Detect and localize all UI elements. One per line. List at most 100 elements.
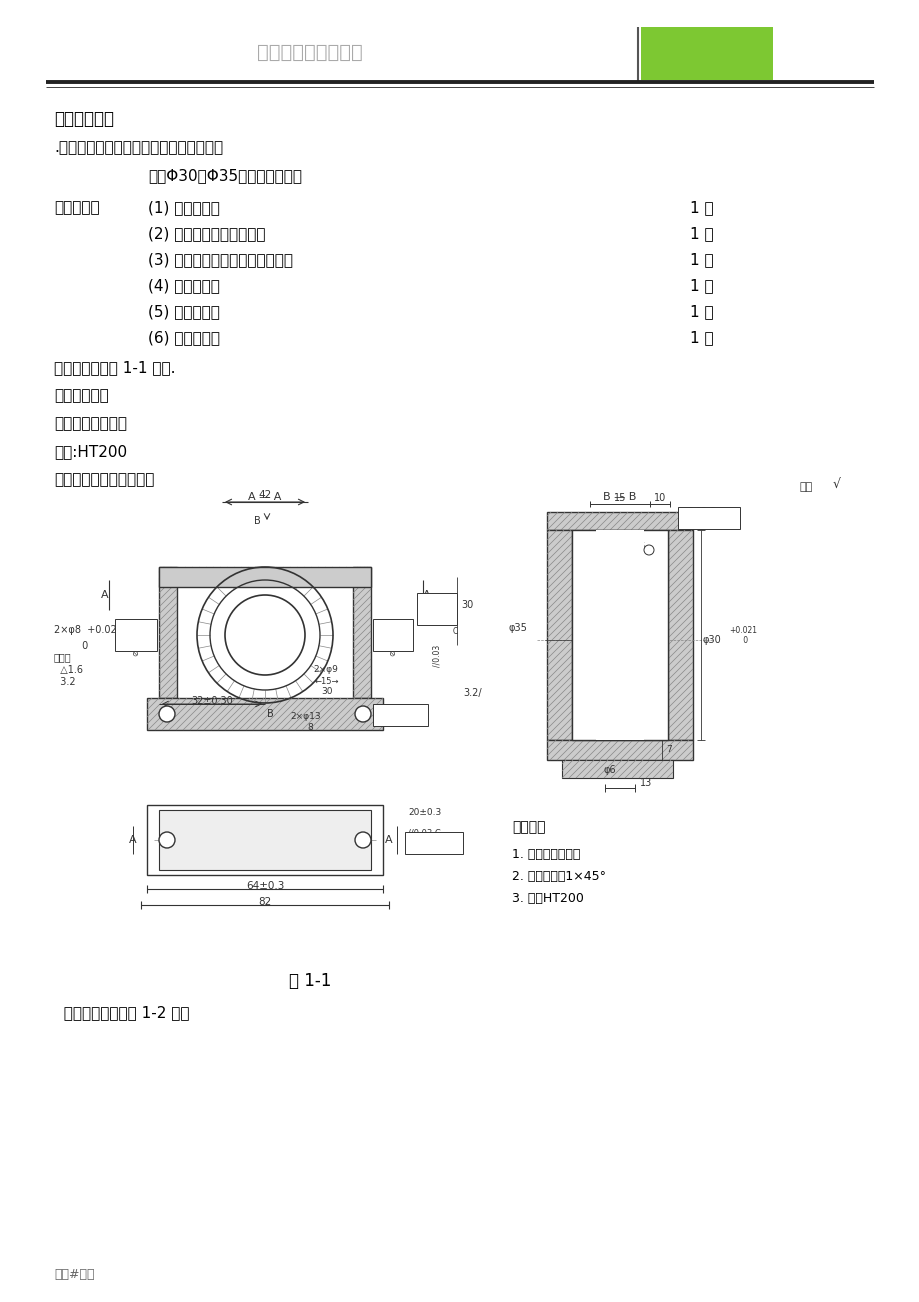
Text: 3.2: 3.2 bbox=[54, 677, 75, 687]
Text: √: √ bbox=[832, 478, 840, 491]
Text: 其余: 其余 bbox=[800, 482, 812, 492]
Text: //0.03 C: //0.03 C bbox=[407, 828, 440, 837]
Text: 38: 38 bbox=[407, 842, 419, 852]
Text: 64±0.3: 64±0.3 bbox=[245, 881, 284, 891]
Bar bbox=[147, 698, 382, 730]
Text: 42: 42 bbox=[258, 490, 271, 500]
Text: 1. 铸造后时效处理: 1. 铸造后时效处理 bbox=[512, 848, 580, 861]
Circle shape bbox=[159, 832, 175, 848]
Text: 要求设计此工件的钻床夹: 要求设计此工件的钻床夹 bbox=[54, 473, 154, 487]
Text: 名称：轴承座: 名称：轴承座 bbox=[54, 388, 108, 404]
Text: 零件简图：如图 1-1 所示.: 零件简图：如图 1-1 所示. bbox=[54, 359, 176, 375]
Text: 15: 15 bbox=[613, 493, 626, 503]
Text: ⊘0.008(-): ⊘0.008(-) bbox=[388, 618, 397, 656]
Circle shape bbox=[225, 595, 305, 674]
Bar bbox=[159, 566, 176, 698]
Text: (5) 夹具零件图: (5) 夹具零件图 bbox=[148, 303, 220, 319]
Text: A — A: A — A bbox=[248, 492, 281, 503]
Text: 2×φ13: 2×φ13 bbox=[289, 712, 321, 721]
Text: 技术要求: 技术要求 bbox=[512, 820, 545, 835]
Text: 20±0.3: 20±0.3 bbox=[407, 809, 441, 816]
Bar bbox=[677, 506, 739, 529]
Text: 8: 8 bbox=[307, 723, 312, 732]
Text: 1 张: 1 张 bbox=[689, 227, 713, 241]
Text: (2) 机械加工工艺过程卡片: (2) 机械加工工艺过程卡片 bbox=[148, 227, 266, 241]
Bar bbox=[547, 740, 692, 760]
Text: 3. 材料HT200: 3. 材料HT200 bbox=[512, 892, 584, 905]
Text: △1.6: △1.6 bbox=[624, 542, 645, 551]
Bar bbox=[562, 760, 673, 779]
Circle shape bbox=[355, 706, 370, 723]
Bar bbox=[372, 618, 413, 651]
Bar bbox=[372, 704, 427, 727]
Bar bbox=[547, 512, 692, 530]
Bar bbox=[641, 27, 772, 79]
Bar bbox=[147, 805, 382, 875]
Text: R22: R22 bbox=[267, 618, 287, 628]
Text: A: A bbox=[385, 835, 392, 845]
Text: 2. 未注明倒角1×45°: 2. 未注明倒角1×45° bbox=[512, 870, 606, 883]
Text: //0.03 C: //0.03 C bbox=[379, 704, 408, 713]
Text: φ30: φ30 bbox=[702, 635, 721, 644]
Text: (6) 设计说明书: (6) 设计说明书 bbox=[148, 329, 220, 345]
Text: 仅供参考: 仅供参考 bbox=[681, 40, 732, 60]
Text: 13: 13 bbox=[640, 779, 652, 788]
Text: 30: 30 bbox=[460, 600, 472, 611]
Text: 32±0.30: 32±0.30 bbox=[191, 697, 233, 706]
Text: 建筑#类别: 建筑#类别 bbox=[54, 1268, 95, 1281]
Text: 加工Φ30、Φ35孔专用夹具设计: 加工Φ30、Φ35孔专用夹具设计 bbox=[148, 168, 301, 184]
Text: 82: 82 bbox=[258, 897, 271, 907]
Text: 一、设计任务: 一、设计任务 bbox=[54, 109, 114, 128]
Text: 设计要求：: 设计要求： bbox=[54, 201, 99, 215]
Bar bbox=[667, 530, 692, 740]
Text: 零件三维图：如图 1-2 所示: 零件三维图：如图 1-2 所示 bbox=[54, 1005, 189, 1019]
Text: φ35: φ35 bbox=[507, 622, 527, 633]
Text: A: A bbox=[129, 835, 137, 845]
Text: 30: 30 bbox=[321, 687, 333, 697]
Circle shape bbox=[159, 706, 175, 723]
Bar bbox=[159, 566, 370, 587]
Text: ⊘0.008(-): ⊘0.008(-) bbox=[131, 618, 141, 656]
Text: //0.03: //0.03 bbox=[432, 644, 441, 667]
Bar bbox=[547, 530, 572, 740]
Text: 2×φ9: 2×φ9 bbox=[312, 665, 337, 674]
Text: 10: 10 bbox=[653, 493, 665, 503]
Text: 1 张: 1 张 bbox=[689, 279, 713, 293]
Text: 装配作: 装配作 bbox=[54, 652, 72, 661]
Text: (4) 夹具装配图: (4) 夹具装配图 bbox=[148, 279, 220, 293]
Bar bbox=[416, 592, 457, 625]
Text: ←15→: ←15→ bbox=[314, 677, 339, 686]
Text: (15): (15) bbox=[124, 641, 142, 648]
Text: B: B bbox=[254, 516, 261, 526]
Bar bbox=[404, 832, 462, 854]
Bar bbox=[353, 566, 370, 698]
Text: C: C bbox=[452, 628, 457, 635]
Text: φ6: φ6 bbox=[603, 766, 616, 775]
Text: 生产批量：中批量: 生产批量：中批量 bbox=[54, 417, 127, 431]
Text: △1.6: △1.6 bbox=[54, 665, 83, 674]
Bar bbox=[596, 530, 643, 740]
Text: 2×φ8  +0.022: 2×φ8 +0.022 bbox=[54, 625, 123, 635]
Text: 1 张: 1 张 bbox=[689, 201, 713, 215]
Text: A: A bbox=[423, 590, 430, 600]
Text: .设计课题：轴承座机械加工工艺规程设计: .设计课题：轴承座机械加工工艺规程设计 bbox=[54, 141, 223, 155]
Text: +0.021: +0.021 bbox=[728, 626, 756, 635]
Text: A: A bbox=[101, 590, 108, 600]
Text: 7: 7 bbox=[665, 746, 671, 754]
Bar bbox=[159, 810, 370, 870]
Text: 1 张: 1 张 bbox=[689, 253, 713, 267]
Text: (1) 零件毛坯图: (1) 零件毛坯图 bbox=[148, 201, 220, 215]
Text: B: B bbox=[267, 710, 273, 719]
Text: 页眉页脚可一键删除: 页眉页脚可一键删除 bbox=[256, 43, 362, 61]
Text: 3.2/: 3.2/ bbox=[462, 687, 482, 698]
Text: 图 1-1: 图 1-1 bbox=[289, 973, 331, 990]
Circle shape bbox=[355, 832, 370, 848]
Circle shape bbox=[225, 595, 304, 674]
Bar bbox=[572, 530, 667, 740]
Bar bbox=[115, 618, 157, 651]
Text: 0: 0 bbox=[54, 641, 88, 651]
Text: (3) 机械加工主要工序的工序卡片: (3) 机械加工主要工序的工序卡片 bbox=[148, 253, 292, 267]
Text: 1 张: 1 张 bbox=[689, 303, 713, 319]
Text: 1 份: 1 份 bbox=[689, 329, 713, 345]
Text: 材料:HT200: 材料:HT200 bbox=[54, 444, 127, 460]
